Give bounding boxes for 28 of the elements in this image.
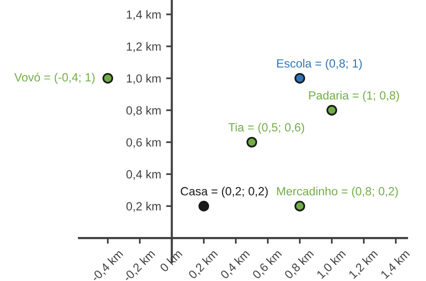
x-tick-label: 1,0 km (316, 249, 348, 280)
x-tick-label: -0,4 km (90, 249, 124, 281)
point (198, 200, 210, 212)
x-tick-label: 0,6 km (252, 249, 284, 280)
point (294, 72, 306, 84)
y-tick-label: 0,8 km (126, 106, 161, 116)
x-tick-label: 0,8 km (284, 249, 316, 280)
x-tick-label: 1,4 km (380, 249, 412, 280)
x-tick-label: 1,2 km (348, 249, 380, 280)
y-tick-label: 1,4 km (126, 10, 161, 20)
series-label: Padaria = (1; 0,8) (309, 90, 399, 102)
series-label: Mercadinho = (0,8; 0,2) (277, 186, 398, 198)
series-label: Tia = (0,5; 0,6) (228, 122, 304, 134)
x-tick-label: 0,4 km (220, 249, 252, 280)
y-tick-label: 0,2 km (126, 202, 161, 212)
point (326, 104, 338, 116)
series-label: Escola = (0,8; 1) (277, 58, 362, 70)
y-tick-label: 0,6 km (126, 138, 161, 148)
y-tick-label: 1,2 km (126, 42, 161, 52)
point (246, 136, 258, 148)
series-label: Vovó = (-0,4; 1) (14, 72, 95, 84)
y-tick-label: 0,4 km (126, 170, 161, 180)
x-tick-label: 0,2 km (188, 249, 220, 280)
x-tick-label: -0,2 km (122, 249, 156, 281)
series-label: Casa = (0,2; 0,2) (180, 186, 268, 198)
point (294, 200, 306, 212)
point (102, 72, 114, 84)
y-tick-label: 1,0 km (126, 74, 161, 84)
